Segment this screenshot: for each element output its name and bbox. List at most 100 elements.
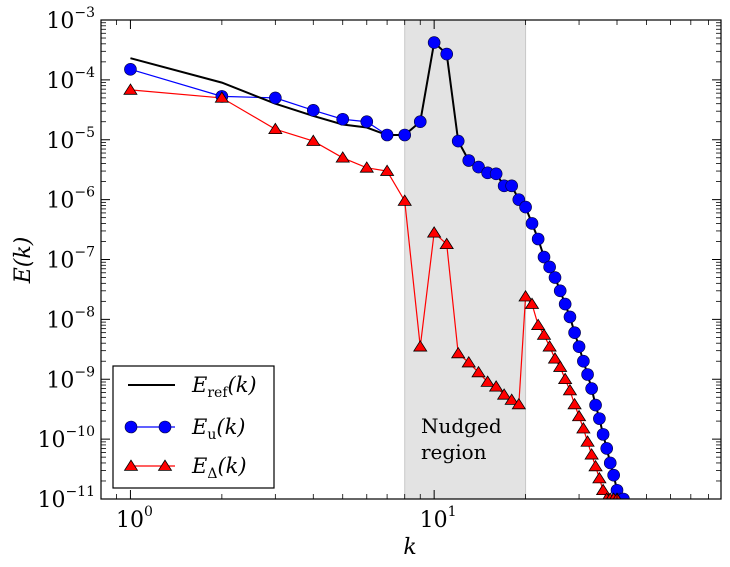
data-point-u — [440, 47, 454, 61]
data-point-Δ — [576, 421, 591, 434]
data-point-u — [600, 442, 614, 455]
y-axis-label: E(k) — [11, 237, 36, 285]
legend-label: EΔ(k) — [191, 454, 247, 482]
data-point-u — [519, 200, 532, 214]
data-point-Δ — [461, 355, 476, 368]
data-point-u — [427, 36, 441, 49]
series-markers-Δ — [123, 83, 622, 499]
data-point-Δ — [542, 340, 557, 352]
data-point-Δ — [480, 375, 495, 387]
data-point-u — [306, 104, 320, 117]
legend-marker — [124, 420, 138, 434]
data-point-Δ — [530, 318, 546, 330]
data-point-u — [413, 115, 427, 129]
legend-marker — [157, 459, 173, 471]
data-point-Δ — [571, 409, 587, 422]
data-point-u — [572, 340, 586, 353]
annotation-line-2: region — [421, 440, 487, 464]
series-layer — [123, 36, 630, 499]
data-point-Δ — [214, 91, 230, 103]
data-point-u — [398, 128, 412, 142]
data-point-u — [617, 492, 630, 499]
data-point-u — [472, 160, 485, 174]
data-point-u — [563, 310, 577, 324]
data-point-u — [269, 91, 282, 105]
legend: Eref(k) Eu(k) EΔ(k) — [112, 365, 275, 489]
y-tick-label: 10−11 — [37, 484, 95, 513]
data-point-Δ — [562, 383, 578, 396]
data-point-Δ — [306, 134, 321, 146]
y-tick-label: 10−4 — [46, 65, 95, 94]
data-point-Δ — [426, 226, 442, 238]
x-tick-label: 101 — [420, 504, 457, 533]
y-tick-label: 10−5 — [46, 125, 95, 154]
data-point-Δ — [268, 122, 283, 134]
tick-layer: 10−11 10−10 10−9 10−8 10−7 10−6 10−5 10−4 10−3 10… — [37, 5, 721, 533]
data-point-Δ — [397, 194, 412, 206]
data-point-Δ — [504, 393, 519, 405]
data-point-u — [607, 468, 620, 482]
data-point-Δ — [552, 360, 568, 372]
data-point-u — [505, 179, 518, 193]
data-point-u — [531, 232, 545, 246]
data-point-Δ — [496, 388, 512, 400]
data-point-u — [589, 398, 602, 412]
data-point-Δ — [580, 435, 595, 447]
legend-marker — [123, 459, 139, 471]
data-point-Δ — [511, 397, 527, 410]
data-point-Δ — [439, 237, 454, 250]
data-point-u — [585, 382, 598, 395]
series-markers-u — [124, 36, 630, 499]
y-tick-label: 10−6 — [46, 185, 95, 214]
data-point-Δ — [518, 290, 533, 302]
data-point-u — [593, 412, 606, 425]
data-point-u — [596, 428, 610, 441]
data-point-Δ — [536, 328, 552, 340]
legend-marker — [158, 420, 172, 434]
y-tick-label: 10−8 — [46, 304, 95, 333]
data-point-u — [603, 456, 617, 470]
x-tick-label: 100 — [116, 504, 153, 533]
data-point-Δ — [359, 161, 374, 173]
data-point-u — [462, 154, 476, 167]
y-tick-label: 10−9 — [46, 364, 95, 393]
data-point-u — [543, 260, 556, 274]
data-point-u — [553, 284, 567, 298]
data-point-u — [451, 134, 465, 148]
data-point-u — [124, 63, 137, 76]
data-point-Δ — [567, 397, 582, 410]
data-point-Δ — [379, 164, 395, 176]
legend-label: Eu(k) — [191, 415, 246, 443]
data-point-Δ — [471, 365, 486, 378]
data-point-Δ — [595, 483, 611, 496]
legend-label: Eref(k) — [191, 373, 257, 401]
data-point-Δ — [335, 151, 350, 163]
y-tick-label: 10−3 — [46, 5, 95, 34]
x-axis-label: k — [403, 535, 416, 560]
data-point-u — [525, 217, 539, 230]
data-point-u — [568, 326, 581, 339]
data-point-Δ — [123, 83, 138, 95]
data-point-u — [581, 368, 594, 381]
annotation-line-1: Nudged — [421, 414, 502, 438]
data-point-Δ — [524, 297, 540, 309]
data-point-Δ — [450, 346, 466, 359]
data-point-u — [558, 297, 572, 311]
data-point-Δ — [584, 448, 599, 460]
data-point-Δ — [488, 380, 504, 392]
data-point-Δ — [588, 459, 603, 472]
data-point-u — [380, 128, 394, 142]
data-point-Δ — [557, 372, 573, 385]
data-point-Δ — [413, 340, 428, 352]
data-point-u — [577, 354, 590, 368]
data-point-u — [489, 167, 503, 181]
data-point-u — [360, 115, 374, 129]
y-tick-label: 10−7 — [46, 245, 95, 274]
data-point-u — [548, 271, 562, 284]
data-point-Δ — [547, 352, 563, 364]
data-point-u — [336, 112, 350, 126]
data-point-u — [537, 250, 551, 264]
y-tick-label: 10−10 — [37, 424, 95, 453]
